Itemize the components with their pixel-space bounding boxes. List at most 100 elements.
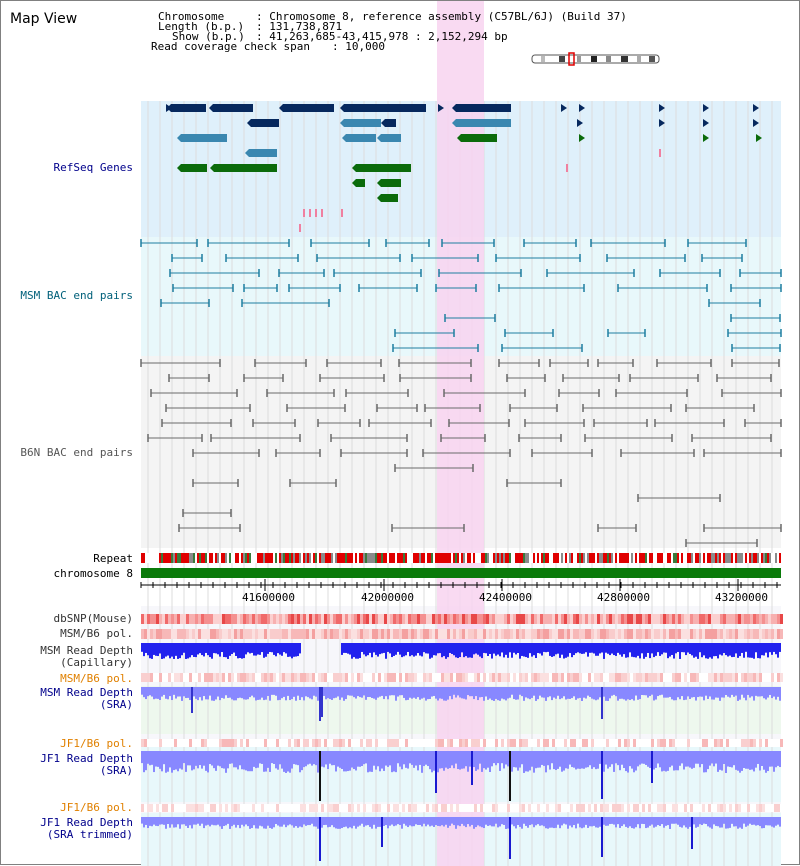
- repeat-element: [667, 553, 669, 563]
- depth-bar: [423, 751, 425, 767]
- density-cell: [501, 673, 504, 682]
- repeat-element: [403, 553, 405, 563]
- track-label-jf1-depth-sra[interactable]: JF1 Read Depth: [40, 752, 133, 765]
- density-cell: [450, 614, 453, 624]
- depth-bar: [333, 751, 335, 766]
- gene-small-feature: [341, 209, 343, 217]
- track-label-chromosome[interactable]: chromosome 8: [53, 567, 133, 580]
- depth-bar: [317, 687, 319, 701]
- density-cell: [426, 804, 429, 812]
- gene-feature: [381, 194, 398, 202]
- density-cell: [141, 614, 144, 624]
- track-label-jf1-depth-trim[interactable]: JF1 Read Depth: [40, 816, 133, 829]
- depth-bar: [623, 687, 625, 700]
- density-cell: [207, 629, 210, 639]
- depth-bar: [633, 817, 635, 829]
- depth-bar: [629, 643, 631, 653]
- density-cell: [414, 739, 417, 747]
- track-label-msm-b6-pol-2[interactable]: MSM/B6 pol.: [60, 672, 133, 685]
- track-label-b6n-bac[interactable]: B6N BAC end pairs: [20, 446, 133, 459]
- depth-bar: [279, 687, 281, 700]
- track-label-jf1-b6-pol-1[interactable]: JF1/B6 pol.: [60, 737, 133, 750]
- density-cell: [642, 629, 645, 639]
- depth-bar: [723, 687, 725, 698]
- depth-bar: [529, 687, 531, 700]
- depth-bar: [453, 751, 455, 769]
- depth-bar: [475, 687, 477, 697]
- depth-bar: [301, 817, 303, 828]
- track-label-dbsnp[interactable]: dbSNP(Mouse): [53, 612, 133, 625]
- track-label-msm-b6-pol-1[interactable]: MSM/B6 pol.: [60, 627, 133, 640]
- depth-bar: [419, 643, 421, 656]
- depth-bar: [779, 751, 781, 768]
- track-label-repeat[interactable]: Repeat: [93, 552, 133, 565]
- depth-bar: [237, 643, 239, 659]
- density-cell: [471, 804, 474, 812]
- repeat-element: [681, 553, 683, 563]
- depth-bar: [153, 817, 155, 825]
- depth-bar: [561, 643, 563, 655]
- depth-bar: [233, 751, 235, 768]
- depth-bar: [655, 687, 657, 700]
- density-cell: [702, 804, 705, 812]
- depth-bar: [275, 687, 277, 696]
- track-label-jf1-b6-pol-2[interactable]: JF1/B6 pol.: [60, 801, 133, 814]
- depth-bar: [637, 643, 639, 656]
- depth-bar: [149, 687, 151, 696]
- density-cell: [177, 739, 180, 747]
- depth-bar: [751, 643, 753, 658]
- density-cell: [585, 804, 588, 812]
- density-cell: [507, 739, 510, 747]
- depth-bar: [367, 751, 369, 773]
- density-cell: [633, 739, 636, 747]
- density-cell: [699, 804, 702, 812]
- depth-bar: [695, 643, 697, 657]
- depth-bar: [529, 817, 531, 826]
- depth-bar: [197, 817, 199, 824]
- depth-bar: [689, 817, 691, 827]
- density-cell: [669, 673, 672, 682]
- density-cell: [774, 629, 777, 639]
- density-cell: [444, 804, 447, 812]
- track-label-msm-depth-cap[interactable]: MSM Read Depth: [40, 644, 133, 657]
- density-cell: [720, 739, 723, 747]
- density-cell: [684, 629, 687, 639]
- depth-bar: [237, 687, 239, 699]
- density-cell: [495, 804, 498, 812]
- track-label-refseq[interactable]: RefSeq Genes: [53, 161, 133, 174]
- track-label-msm-bac[interactable]: MSM BAC end pairs: [20, 289, 133, 302]
- depth-bar: [367, 687, 369, 698]
- density-cell: [342, 629, 345, 639]
- density-cell: [753, 739, 756, 747]
- density-cell: [411, 673, 414, 682]
- density-cell: [564, 673, 567, 682]
- density-cell: [246, 629, 249, 639]
- depth-bar: [513, 817, 515, 827]
- density-cell: [492, 614, 495, 624]
- depth-bar: [151, 751, 153, 765]
- depth-bar: [171, 643, 173, 657]
- density-cell: [711, 739, 714, 747]
- depth-bar: [345, 751, 347, 772]
- density-cell: [636, 739, 639, 747]
- repeat-element: [237, 553, 239, 563]
- depth-bar: [657, 817, 659, 826]
- density-cell: [711, 629, 714, 639]
- depth-bar: [477, 643, 479, 655]
- depth-bar: [463, 643, 465, 658]
- depth-bar: [337, 751, 339, 767]
- depth-bar: [723, 751, 725, 765]
- track-label-msm-depth-sra[interactable]: MSM Read Depth: [40, 686, 133, 699]
- repeat-element: [439, 553, 441, 563]
- depth-bar: [555, 817, 557, 828]
- repeat-element: [577, 553, 579, 563]
- depth-bar: [183, 643, 185, 653]
- density-cell: [471, 673, 474, 682]
- density-cell: [486, 629, 489, 639]
- density-cell: [489, 739, 492, 747]
- depth-bar: [459, 751, 461, 770]
- repeat-element: [519, 553, 521, 563]
- density-cell: [267, 629, 270, 639]
- depth-bar: [265, 817, 267, 829]
